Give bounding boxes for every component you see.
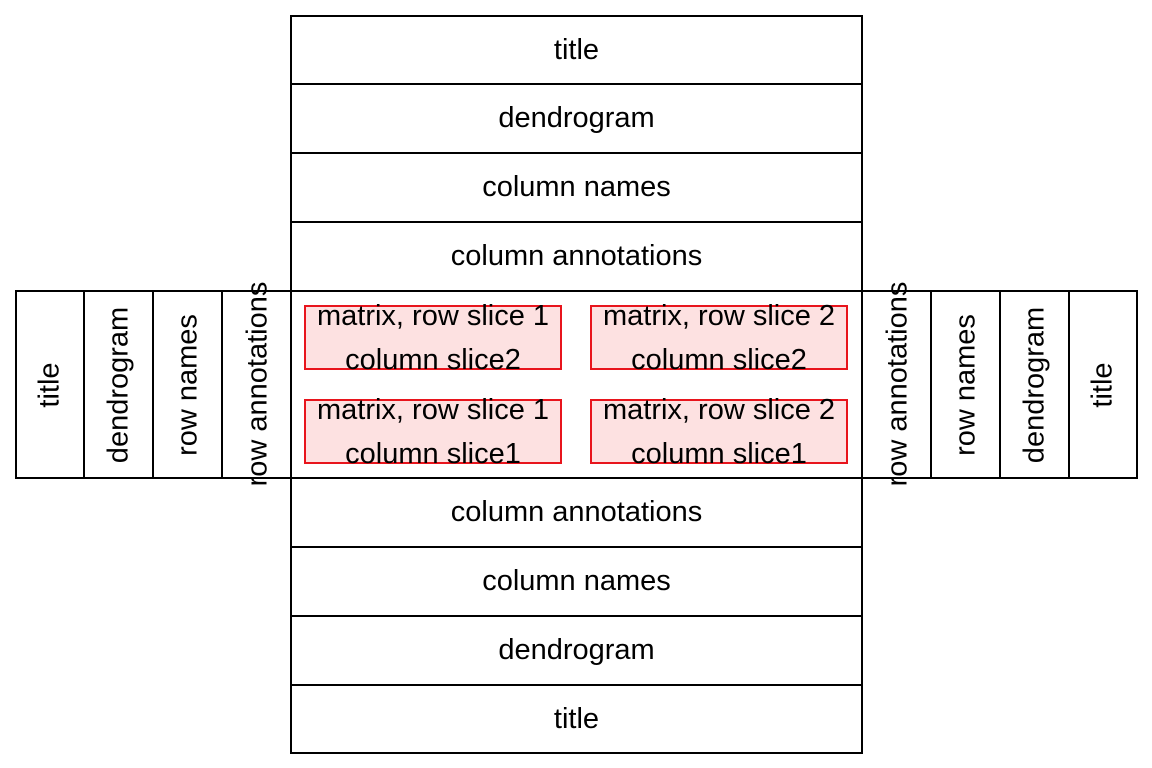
top-dendrogram-box: dendrogram <box>290 83 863 154</box>
right-dendrogram-box: dendrogram <box>999 290 1070 479</box>
matrix-slice-r1-c1 <box>304 399 562 464</box>
top-column-names-label: column names <box>482 171 671 203</box>
bottom-column-annotations-box: column annotations <box>290 477 863 548</box>
right-row-annotations-label: row annotations <box>881 281 914 487</box>
top-column-annotations-box: column annotations <box>290 221 863 292</box>
left-title-label: title <box>33 361 66 408</box>
bottom-dendrogram-box: dendrogram <box>290 615 863 686</box>
right-title-label: title <box>1086 361 1119 408</box>
left-row-names-label: row names <box>171 313 203 456</box>
left-row-annotations-box <box>221 290 292 479</box>
top-dendrogram-label: dendrogram <box>498 102 655 134</box>
slice-r2-c1-line2: column slice1 <box>631 438 807 470</box>
right-row-names-box: row names <box>930 290 1001 479</box>
top-column-names-box: column names <box>290 152 863 223</box>
top-title-box: title <box>290 15 863 85</box>
bottom-column-annotations-label: column annotations <box>450 496 703 528</box>
left-dendrogram-label: dendrogram <box>102 306 134 463</box>
slice-r2-c1-line1: matrix, row slice 2 <box>602 394 836 426</box>
left-title-box: title <box>15 290 85 479</box>
slice-r1-c2-line2: column slice2 <box>345 344 521 376</box>
right-dendrogram-label: dendrogram <box>1018 306 1050 463</box>
slice-r1-c1-line2: column slice1 <box>345 438 521 470</box>
matrix-slice-r2-c2 <box>590 305 848 370</box>
top-column-annotations-label: column annotations <box>450 240 703 272</box>
left-dendrogram-box: dendrogram <box>83 290 154 479</box>
right-title-box: title <box>1068 290 1138 479</box>
left-row-annotations-label: row annotations <box>241 281 274 487</box>
bottom-title-label: title <box>553 702 600 735</box>
slice-r2-c2-line2: column slice2 <box>631 344 807 376</box>
left-row-names-box: row names <box>152 290 223 479</box>
slice-r1-c1-line1: matrix, row slice 1 <box>316 394 550 426</box>
bottom-column-names-box: column names <box>290 546 863 617</box>
slice-r1-c2-line1: matrix, row slice 1 <box>316 300 550 332</box>
bottom-title-box: title <box>290 684 863 754</box>
matrix-slice-r2-c1 <box>590 399 848 464</box>
right-row-names-label: row names <box>949 313 981 456</box>
top-title-label: title <box>553 33 600 66</box>
matrix-slice-r1-c2 <box>304 305 562 370</box>
bottom-dendrogram-label: dendrogram <box>498 634 655 666</box>
slice-r2-c2-line1: matrix, row slice 2 <box>602 300 836 332</box>
right-row-annotations-box <box>861 290 932 479</box>
bottom-column-names-label: column names <box>482 565 671 597</box>
